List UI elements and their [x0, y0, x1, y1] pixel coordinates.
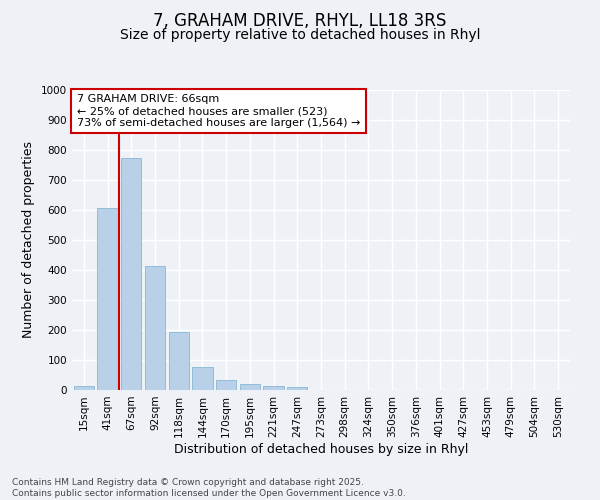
- Bar: [121, 158, 142, 390]
- Text: Contains HM Land Registry data © Crown copyright and database right 2025.
Contai: Contains HM Land Registry data © Crown c…: [12, 478, 406, 498]
- Text: 7 GRAHAM DRIVE: 66sqm
← 25% of detached houses are smaller (523)
73% of semi-det: 7 GRAHAM DRIVE: 66sqm ← 25% of detached …: [77, 94, 361, 128]
- X-axis label: Distribution of detached houses by size in Rhyl: Distribution of detached houses by size …: [174, 442, 468, 456]
- Text: Size of property relative to detached houses in Rhyl: Size of property relative to detached ho…: [120, 28, 480, 42]
- Bar: [216, 380, 236, 390]
- Bar: [169, 332, 189, 390]
- Bar: [263, 386, 284, 390]
- Text: 7, GRAHAM DRIVE, RHYL, LL18 3RS: 7, GRAHAM DRIVE, RHYL, LL18 3RS: [154, 12, 446, 30]
- Bar: [74, 386, 94, 390]
- Bar: [193, 366, 212, 390]
- Bar: [240, 384, 260, 390]
- Bar: [97, 208, 118, 390]
- Y-axis label: Number of detached properties: Number of detached properties: [22, 142, 35, 338]
- Bar: [287, 387, 307, 390]
- Bar: [145, 266, 165, 390]
